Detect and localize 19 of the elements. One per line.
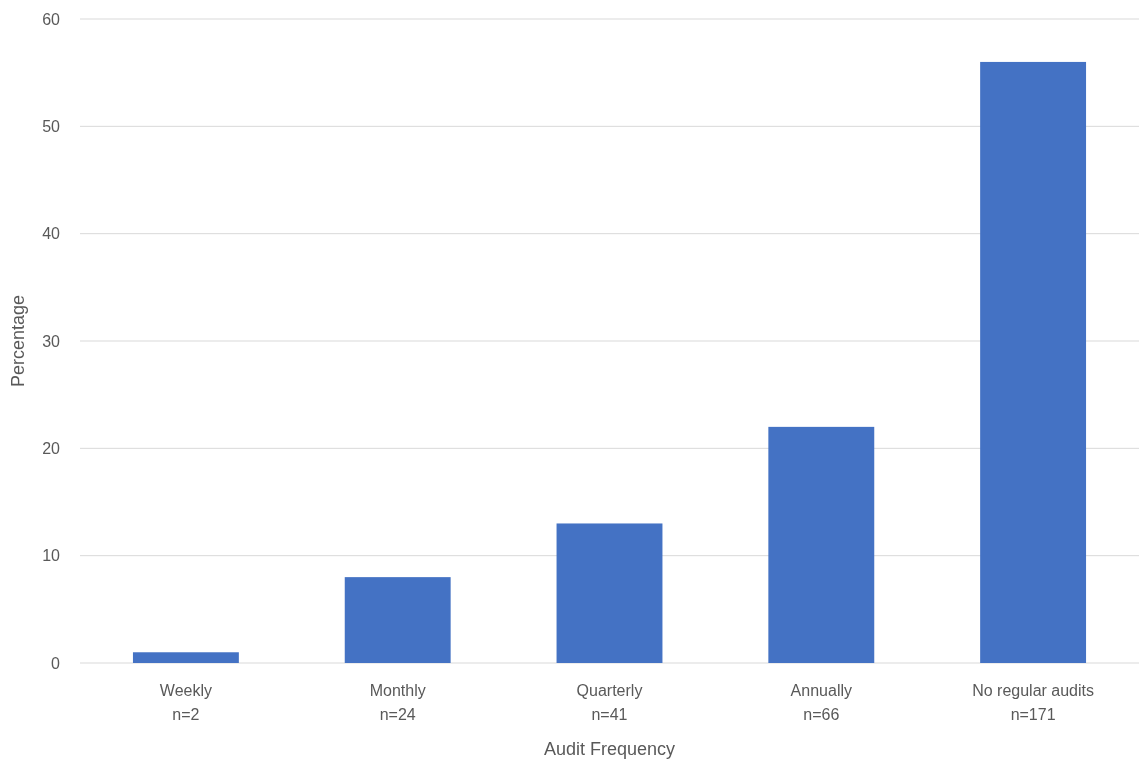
y-tick-label: 20 [42, 439, 61, 457]
bar [556, 523, 663, 663]
x-axis-title: Audit Frequency [543, 739, 676, 759]
y-axis-title: Percentage [8, 294, 28, 388]
x-tick-label: No regular audits n=171 [972, 682, 1095, 723]
x-tick-label: Quarterly n=41 [576, 682, 643, 723]
y-tick-label: 50 [42, 117, 61, 135]
y-tick-label: 10 [42, 547, 61, 565]
bar [132, 652, 239, 663]
x-tick-label: Monthly n=24 [369, 682, 426, 723]
x-tick-label: Weekly n=2 [159, 682, 212, 723]
y-tick-label: 30 [42, 332, 61, 350]
y-tick-label: 40 [42, 225, 61, 243]
bar [980, 61, 1087, 663]
y-tick-label: 60 [42, 10, 61, 28]
bar [768, 426, 875, 663]
y-tick-label: 0 [51, 654, 61, 672]
bar [344, 577, 451, 663]
x-tick-label: Annually n=66 [790, 682, 852, 723]
